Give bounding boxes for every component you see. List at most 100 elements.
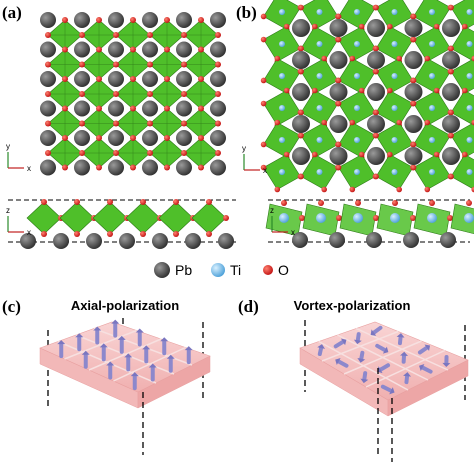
o-atom: [461, 23, 468, 30]
o-atom: [448, 68, 454, 75]
ti-atom: [429, 105, 435, 111]
pb-atom: [108, 100, 124, 117]
o-atom: [107, 231, 113, 237]
pb-atom: [210, 71, 226, 87]
pb-atom: [329, 115, 348, 133]
o-atom: [298, 45, 304, 52]
axis-label: x: [27, 228, 31, 237]
polarization-arrow-head: [148, 363, 157, 368]
o-atom: [471, 119, 474, 126]
polarization-arrow-head: [81, 350, 90, 355]
octahedron: [125, 201, 161, 235]
polarization-arrow-head: [442, 362, 451, 368]
ti-atom: [279, 213, 289, 223]
o-atom: [74, 231, 80, 237]
pb-atom: [442, 51, 460, 69]
pb-atom: [74, 71, 90, 87]
polarization-arrow: [380, 384, 393, 393]
pb-atom: [210, 41, 226, 58]
o-atom: [260, 100, 267, 107]
pb-atom: [292, 147, 310, 165]
polarization-arrow: [420, 365, 433, 374]
o-atom: [79, 150, 85, 156]
pb-atom: [404, 83, 423, 101]
polarization-arrow-head: [424, 344, 431, 352]
ti-atom: [427, 213, 437, 223]
pb-atom: [367, 51, 385, 69]
polarization-arrow: [355, 332, 361, 343]
slab-grid: [93, 327, 193, 366]
o-atom: [448, 173, 454, 180]
o-atom: [206, 231, 212, 237]
pb-atom: [40, 12, 56, 28]
polarization-arrow-head: [317, 344, 326, 349]
polarization-arrow: [417, 345, 429, 355]
o-atom: [447, 215, 453, 221]
o-atom: [147, 32, 153, 38]
polarization-arrow: [375, 343, 387, 353]
o-atom: [181, 120, 187, 127]
o-atom: [274, 186, 281, 193]
ti-atom: [429, 41, 435, 47]
pb-atom: [292, 83, 310, 101]
polarization-arrow-head: [130, 372, 139, 377]
ti-atom: [391, 169, 398, 175]
o-atom: [96, 17, 102, 23]
pb-atom: [74, 41, 90, 58]
ti-atom: [466, 105, 473, 111]
pb-atom: [440, 232, 456, 248]
o-atom: [62, 17, 68, 23]
legend-pb-marker: [154, 262, 170, 278]
o-atom: [410, 164, 417, 171]
axis-label: x: [27, 164, 31, 173]
o-atom: [62, 76, 68, 82]
slab-grid: [343, 340, 422, 375]
pb-atom: [86, 233, 102, 249]
ti-atom: [391, 9, 398, 15]
pb-atom: [142, 71, 158, 87]
o-atom: [164, 164, 170, 171]
o-atom: [198, 46, 204, 53]
polarization-arrow-head: [353, 339, 362, 345]
o-atom: [410, 77, 417, 84]
pb-atom: [142, 159, 158, 176]
axis-label: z: [270, 206, 274, 215]
o-atom: [147, 91, 153, 97]
ti-atom: [429, 169, 435, 175]
polarization-arrow: [336, 359, 349, 368]
ti-atom: [316, 105, 323, 111]
polarization-arrow-head: [57, 340, 66, 345]
o-atom: [62, 164, 68, 171]
ti-atom: [466, 137, 473, 143]
o-atom: [215, 32, 221, 38]
o-atom: [45, 120, 51, 127]
o-atom: [181, 150, 187, 156]
o-atom: [113, 91, 119, 97]
o-atom: [260, 77, 267, 84]
pb-atom: [40, 41, 56, 58]
legend-label: O: [278, 262, 289, 278]
pb-atom: [40, 71, 56, 87]
o-atom: [45, 91, 51, 97]
pb-atom: [108, 41, 124, 58]
o-atom: [410, 13, 417, 20]
axis-label: x: [263, 166, 267, 175]
legend-label: Ti: [230, 262, 241, 278]
o-atom: [164, 105, 170, 112]
o-atom: [448, 132, 454, 139]
ti-atom: [316, 213, 326, 223]
o-atom: [41, 231, 47, 237]
o-atom: [147, 120, 153, 127]
pb-atom: [329, 19, 348, 37]
o-atom: [130, 46, 136, 53]
o-atom: [429, 200, 435, 206]
pb-atom: [367, 19, 385, 37]
polarization-arrow: [359, 350, 365, 361]
pb-atom: [292, 19, 310, 37]
o-atom: [45, 61, 51, 68]
o-atom: [62, 135, 68, 141]
ti-atom: [466, 9, 473, 15]
o-atom: [349, 55, 356, 62]
o-atom: [392, 200, 398, 206]
o-atom: [260, 141, 267, 148]
